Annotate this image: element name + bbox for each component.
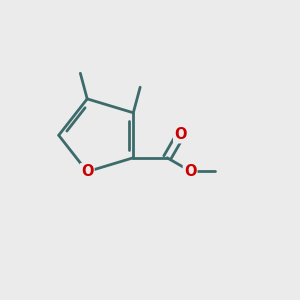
Text: O: O [174,127,187,142]
Text: O: O [184,164,197,178]
Text: O: O [81,164,94,179]
